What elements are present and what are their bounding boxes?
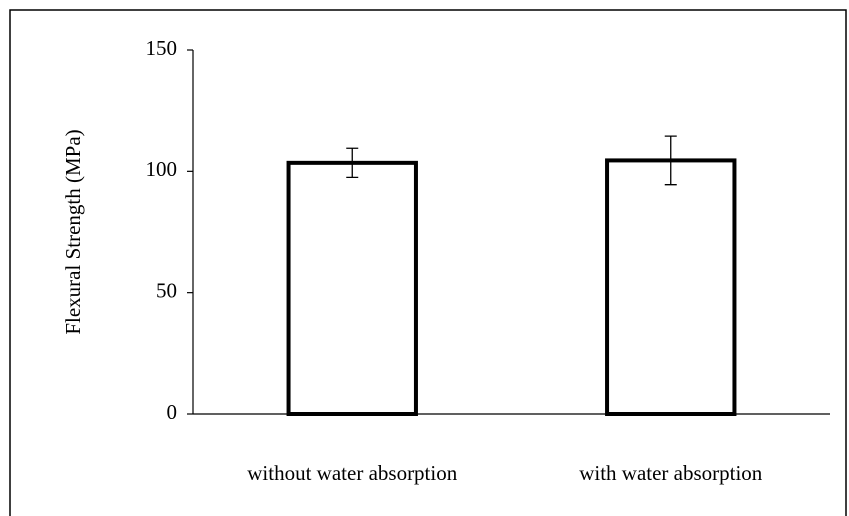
bar	[605, 158, 737, 416]
x-tick-label: without water absorption	[247, 461, 457, 485]
y-tick-label: 0	[167, 400, 178, 424]
y-tick-label: 100	[146, 157, 178, 181]
x-tick-label: with water absorption	[579, 461, 763, 485]
chart-border	[9, 9, 847, 516]
error-bar	[664, 135, 677, 186]
y-tick-label: 50	[156, 278, 177, 302]
y-axis-label: Flexural Strength (MPa)	[61, 129, 85, 334]
error-bar	[346, 147, 359, 179]
bar	[286, 160, 418, 416]
y-tick-label: 150	[146, 36, 178, 60]
